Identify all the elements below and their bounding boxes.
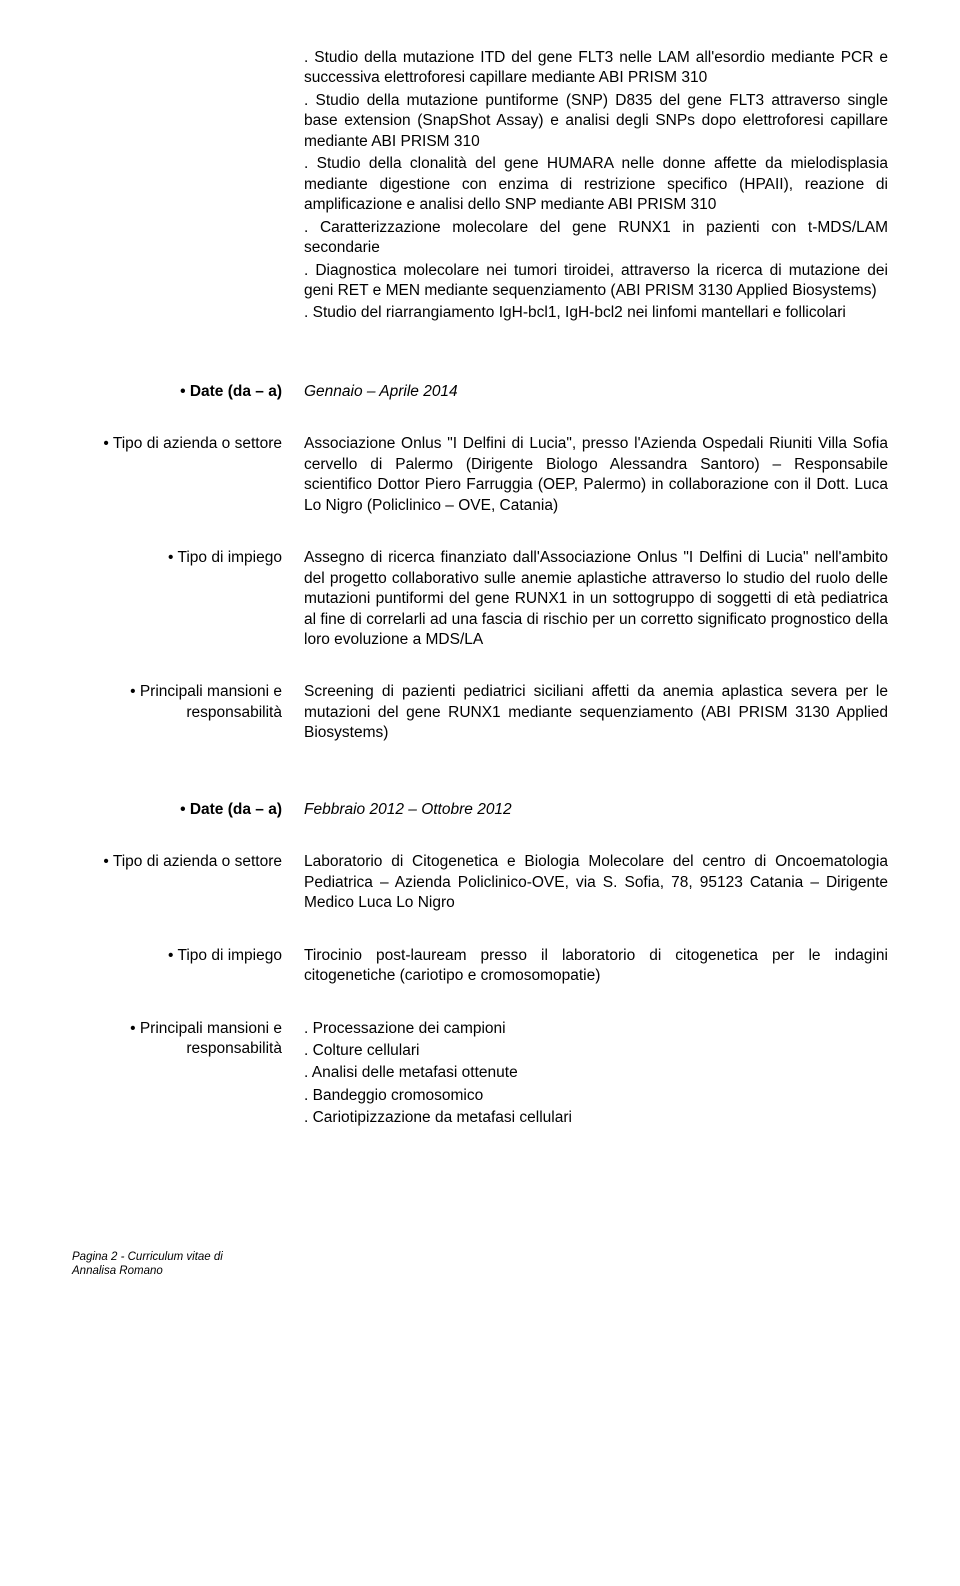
intro-line: . Studio della clonalità del gene HUMARA…	[304, 154, 888, 215]
settore-label: • Tipo di azienda o settore	[72, 852, 304, 913]
impiego-value: Assegno di ricerca finanziato dall'Assoc…	[304, 548, 888, 650]
page-footer: Pagina 2 - Curriculum vitae di Annalisa …	[72, 1251, 888, 1279]
mansioni-value: Screening di pazienti pediatrici sicilia…	[304, 682, 888, 743]
experience-section-1: • Date (da – a) Gennaio – Aprile 2014 • …	[72, 382, 888, 744]
mansioni-line: . Analisi delle metafasi ottenute	[304, 1063, 888, 1083]
intro-line: . Diagnostica molecolare nei tumori tiro…	[304, 261, 888, 302]
settore-value: Laboratorio di Citogenetica e Biologia M…	[304, 852, 888, 913]
date-label: • Date (da – a)	[72, 800, 304, 820]
date-label: • Date (da – a)	[72, 382, 304, 402]
intro-line: . Studio della mutazione puntiforme (SNP…	[304, 91, 888, 152]
intro-block: . Studio della mutazione ITD del gene FL…	[304, 48, 888, 326]
mansioni-line: . Processazione dei campioni	[304, 1019, 888, 1039]
footer-page-line: Pagina 2 - Curriculum vitae di	[72, 1251, 888, 1265]
impiego-value: Tirocinio post-lauream presso il laborat…	[304, 946, 888, 987]
impiego-label: • Tipo di impiego	[72, 946, 304, 987]
intro-line: . Studio del riarrangiamento IgH-bcl1, I…	[304, 303, 888, 323]
intro-line: . Studio della mutazione ITD del gene FL…	[304, 48, 888, 89]
date-value: Gennaio – Aprile 2014	[304, 382, 888, 402]
intro-line: . Caratterizzazione molecolare del gene …	[304, 218, 888, 259]
settore-label: • Tipo di azienda o settore	[72, 434, 304, 516]
mansioni-label: • Principali mansioni e responsabilità	[72, 1019, 304, 1131]
impiego-label: • Tipo di impiego	[72, 548, 304, 650]
date-value: Febbraio 2012 – Ottobre 2012	[304, 800, 888, 820]
mansioni-line: . Cariotipizzazione da metafasi cellular…	[304, 1108, 888, 1128]
mansioni-line: . Colture cellulari	[304, 1041, 888, 1061]
mansioni-value: . Processazione dei campioni . Colture c…	[304, 1019, 888, 1131]
mansioni-line: . Bandeggio cromosomico	[304, 1086, 888, 1106]
mansioni-label: • Principali mansioni e responsabilità	[72, 682, 304, 743]
experience-section-2: • Date (da – a) Febbraio 2012 – Ottobre …	[72, 800, 888, 1131]
footer-name-line: Annalisa Romano	[72, 1265, 888, 1279]
settore-value: Associazione Onlus "I Delfini di Lucia",…	[304, 434, 888, 516]
